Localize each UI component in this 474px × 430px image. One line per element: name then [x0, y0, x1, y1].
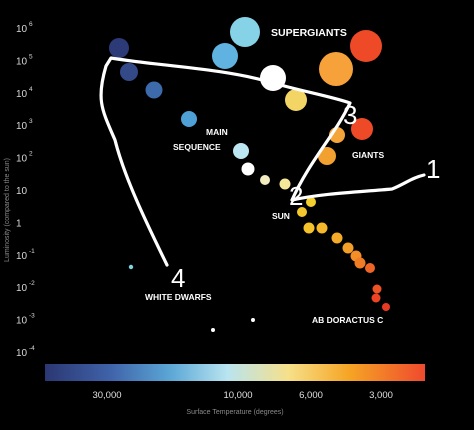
star-dwarf-8: [354, 257, 366, 269]
stars: [109, 17, 390, 332]
star-blue-3: [145, 81, 163, 99]
stage-number-3: 3: [343, 100, 357, 130]
star-ab-doractus: [382, 303, 390, 311]
star-giant-orange-2: [318, 147, 336, 165]
stage-number-2: 2: [289, 181, 303, 211]
label-giants: GIANTS: [352, 150, 384, 160]
star-dwarf-10: [372, 284, 382, 294]
star-white-dwarf-1: [251, 318, 255, 322]
star-dwarf-9: [365, 263, 375, 273]
star-ms-lightblue: [233, 143, 249, 159]
y-tick-label: 10: [16, 56, 28, 67]
label-sun: SUN: [272, 211, 290, 221]
y-tick-exponent: -2: [29, 280, 35, 287]
y-tick-label: 10: [16, 121, 28, 132]
label-supergiants: SUPERGIANTS: [271, 27, 347, 39]
label-ab-doractus: AB DORACTUS C: [312, 315, 383, 325]
star-giant-red: [351, 118, 373, 140]
star-dwarf-4: [316, 222, 328, 234]
star-blue-1: [109, 38, 129, 58]
y-tick-exponent: 4: [29, 86, 33, 93]
temperature-color-bar: [45, 364, 425, 381]
star-white-dwarf-blue: [128, 264, 134, 270]
y-tick-label: 10: [16, 251, 28, 262]
label-main-sequence-line1: MAIN: [206, 127, 228, 137]
y-tick-exponent: -4: [29, 345, 35, 352]
star-supergiant-white: [260, 65, 286, 91]
y-tick-label: 10: [16, 283, 28, 294]
star-ms-cream-1: [260, 175, 270, 185]
star-supergiant-red: [350, 30, 382, 62]
star-ms-cream-2: [279, 178, 291, 190]
y-tick-label: 10: [16, 348, 28, 359]
y-tick-label: 10: [16, 154, 28, 165]
star-supergiant-orange: [319, 52, 353, 86]
y-tick-exponent: 5: [29, 53, 33, 60]
x-tick-10000: 10,000: [223, 390, 252, 401]
y-tick-label: 10: [16, 186, 28, 197]
stellar-evolution-path: [99, 56, 426, 267]
y-tick-label: 10: [16, 24, 28, 35]
y-axis-title: Luminosity (compared to the sun): [4, 158, 11, 262]
y-tick-exponent: 2: [29, 151, 33, 158]
star-blue-2: [120, 63, 138, 81]
x-tick-3000: 3,000: [369, 390, 393, 401]
star-dwarf-6: [342, 242, 354, 254]
y-tick-label: 1: [16, 218, 22, 229]
label-main-sequence-line2: SEQUENCE: [173, 142, 221, 152]
label-white-dwarfs: WHITE DWARFS: [145, 292, 212, 302]
y-tick-exponent: 3: [29, 118, 33, 125]
star-supergiant-lightblue: [230, 17, 260, 47]
y-tick-exponent: 6: [29, 21, 33, 28]
y-tick-label: 10: [16, 316, 28, 327]
y-tick-label: 10: [16, 89, 28, 100]
star-blue-4: [181, 111, 197, 127]
y-tick-exponent: -3: [29, 313, 35, 320]
x-axis-title: Surface Temperature (degrees): [186, 409, 283, 416]
star-white-dwarf-2: [211, 328, 215, 332]
star-dwarf-11: [371, 293, 381, 303]
stage-number-4: 4: [171, 263, 185, 293]
star-sun: [285, 89, 307, 111]
star-dwarf-5: [331, 232, 343, 244]
x-tick-6000: 6,000: [299, 390, 323, 401]
star-dwarf-2: [297, 207, 307, 217]
star-supergiant-bluish: [212, 43, 238, 69]
star-dwarf-1: [306, 197, 316, 207]
stage-number-1: 1: [426, 154, 440, 184]
star-dwarf-3: [303, 222, 315, 234]
y-tick-exponent: -1: [29, 248, 35, 255]
star-ms-white: [241, 162, 255, 176]
x-tick-30000: 30,000: [92, 390, 121, 401]
